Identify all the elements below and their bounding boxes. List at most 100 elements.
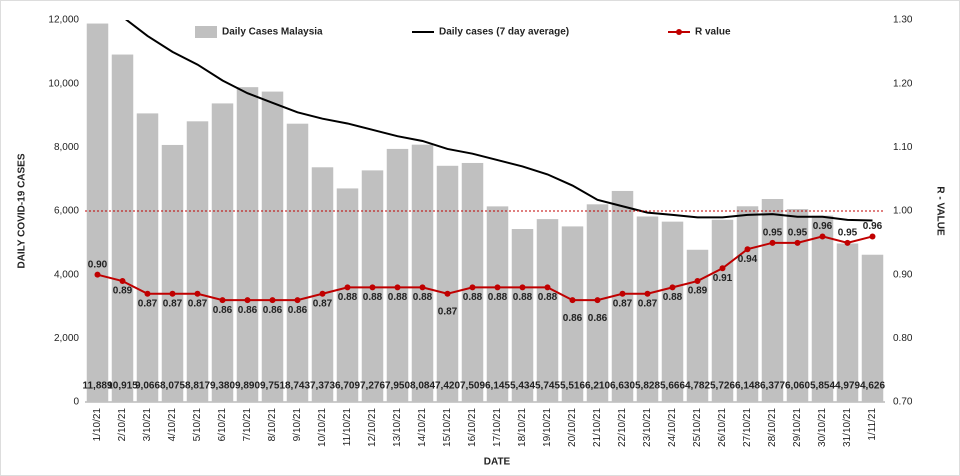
point-value-label: 0.87 [313,298,333,309]
point-value-label: 0.86 [213,305,233,316]
point [269,297,276,304]
bar-value-label: 5,434 [510,381,535,392]
x-tick-label: 6/10/21 [217,408,228,442]
bar-value-label: 8,084 [410,381,435,392]
bar [811,215,834,402]
point-value-label: 0.88 [488,292,508,303]
bar [536,219,559,402]
point [169,290,176,297]
bar [686,249,709,402]
legend-marker [676,29,682,35]
point-value-label: 0.86 [588,313,608,324]
line [125,20,873,222]
point [119,278,126,285]
y-tick-label: 8,000 [54,142,79,153]
point-value-label: 0.88 [363,292,383,303]
point [344,284,351,291]
point [769,239,776,246]
bar [636,216,659,402]
point-value-label: 0.96 [813,221,833,232]
bar [111,54,134,402]
bar-value-label: 9,751 [260,381,285,392]
y-tick-label: 2,000 [54,333,79,344]
x-tick-label: 21/10/21 [592,408,603,447]
point-value-label: 0.86 [238,305,258,316]
y2-tick-label: 1.10 [893,142,913,153]
x-tick-label: 1/11/21 [867,408,878,441]
point [394,284,401,291]
point [444,290,451,297]
x-tick-label: 27/10/21 [742,408,753,447]
point-value-label: 0.86 [263,305,283,316]
x-tick-label: 23/10/21 [642,408,653,447]
bar [236,87,259,402]
bar [736,206,759,402]
x-tick-label: 22/10/21 [617,408,628,447]
point-value-label: 0.95 [788,227,808,238]
bar-value-label: 6,709 [335,381,360,392]
y-axis-title: DAILY COVID-19 CASES [17,153,28,268]
bar-value-label: 5,745 [535,381,560,392]
bar-value-label: 7,420 [435,381,460,392]
point [469,284,476,291]
x-axis-title: DATE [484,457,511,468]
point-value-label: 0.88 [538,292,558,303]
bar-value-label: 5,726 [710,381,735,392]
x-tick-label: 11/10/21 [342,408,353,447]
point [619,290,626,297]
bar-value-label: 11,889 [82,381,112,392]
bar [586,204,609,402]
x-tick-label: 24/10/21 [667,408,678,447]
point [544,284,551,291]
point-value-label: 0.88 [413,292,433,303]
point [844,239,851,246]
point [494,284,501,291]
point-value-label: 0.87 [163,298,183,309]
point [294,297,301,304]
legend-label: Daily Cases Malaysia [222,27,323,38]
y2-tick-label: 0.80 [893,333,913,344]
x-tick-label: 19/10/21 [542,408,553,447]
bar [261,91,284,402]
bar-value-label: 4,782 [685,381,710,392]
bar [336,188,359,402]
point-value-label: 0.89 [688,286,708,297]
y-tick-label: 10,000 [48,78,79,89]
bar-value-label: 6,145 [485,381,510,392]
bar-value-label: 6,377 [760,381,785,392]
point [819,233,826,240]
line [97,235,873,302]
bar [411,144,434,402]
x-tick-label: 4/10/21 [167,408,178,442]
bar-value-label: 7,373 [310,381,335,392]
bar-value-label: 7,509 [460,381,485,392]
point-value-label: 0.87 [138,298,158,309]
bar [311,167,334,402]
x-tick-label: 16/10/21 [467,408,478,447]
bar [836,243,859,402]
point-value-label: 0.87 [638,298,658,309]
x-tick-label: 20/10/21 [567,408,578,447]
point-value-label: 0.87 [613,298,633,309]
point-value-label: 0.86 [563,313,583,324]
point [869,233,876,240]
y2-tick-label: 0.70 [893,397,913,408]
bar [786,209,809,402]
y2-tick-label: 0.90 [893,269,913,280]
y-tick-label: 6,000 [54,206,79,217]
point-value-label: 0.90 [88,259,108,270]
x-tick-label: 25/10/21 [692,408,703,447]
x-tick-label: 13/10/21 [392,408,403,447]
point-value-label: 0.89 [113,286,133,297]
legend-swatch [195,26,217,38]
bar-value-label: 5,828 [635,381,660,392]
x-tick-label: 10/10/21 [317,408,328,447]
bar [86,23,109,402]
bar-value-label: 9,066 [135,381,160,392]
bar-value-label: 5,854 [810,381,835,392]
x-tick-label: 9/10/21 [292,408,303,442]
point-value-label: 0.88 [463,292,483,303]
x-tick-label: 15/10/21 [442,408,453,447]
bar [461,162,484,402]
point [644,290,651,297]
